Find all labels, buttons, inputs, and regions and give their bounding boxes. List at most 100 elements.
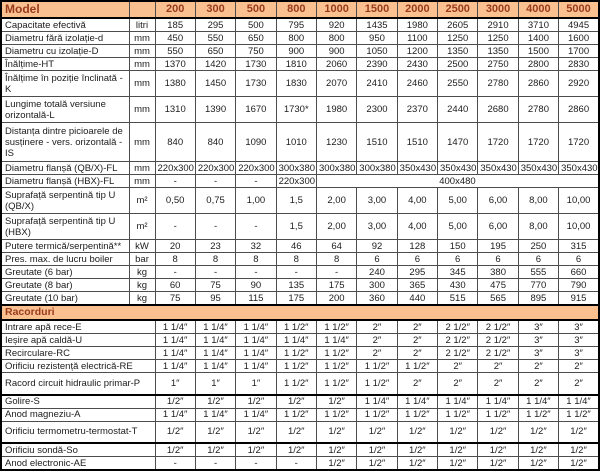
table-row: Distanța dintre picioarele de susținere … — [0, 122, 600, 162]
value-cell: 8 — [235, 252, 277, 266]
value-cell: 1 1/4″ — [154, 319, 196, 334]
value-cell: 1/2″ — [517, 456, 560, 471]
value-cell: 92 — [356, 239, 398, 253]
value-cell: 515 — [437, 291, 479, 306]
value-cell: 1 1/4″ — [194, 346, 237, 360]
value-cell: 1510 — [396, 122, 439, 162]
value-cell: 2370 — [396, 96, 439, 123]
value-cell: 300x380 — [315, 161, 358, 175]
unit-cell: mm — [128, 31, 156, 45]
value-cell: 175 — [315, 278, 358, 292]
unit-cell: bar — [128, 252, 156, 266]
value-cell: 1 1/2″ — [396, 407, 439, 422]
value-cell: 365 — [396, 278, 439, 292]
table-row: Ieșire apă caldă-U 1 1/4″ 1 1/4″ 1 1/4″ 1 1/… — [0, 333, 600, 347]
value-cell: 1 1/2″ — [315, 372, 358, 395]
value-cell: 1 1/4″ — [356, 393, 398, 409]
value-cell: 1/2″ — [437, 456, 479, 471]
value-cell: 1/2″ — [356, 420, 398, 444]
value-cell: 1390 — [194, 96, 237, 123]
value-cell: 1 1/2″ — [315, 407, 358, 422]
row-label: Diametru flanșă (HBX)-FL — [0, 174, 130, 188]
value-cell: 2 1/2″ — [477, 319, 519, 334]
value-cell: 2″ — [396, 346, 439, 360]
row-label: Pres. max. de lucru boiler — [0, 252, 130, 266]
table-row: Recirculare-RC 1 1/4″ 1 1/4″ 1 1/4″ 1 1/2″ 1 … — [0, 346, 600, 360]
row-label: Greutate (8 bar) — [0, 278, 130, 292]
value-cell: 6 — [517, 252, 560, 266]
row-label: Înălțime în poziție înclinată - K — [0, 70, 130, 97]
value-cell: - — [194, 213, 237, 240]
value-cell: 1/2″ — [315, 420, 358, 444]
row-label: Orificiu sondă-So — [0, 442, 156, 457]
value-cell: 550 — [194, 31, 237, 45]
table-row: Intrare apă rece-E 1 1/4″ 1 1/4″ 1 1/4″ 1 1/… — [0, 319, 600, 334]
table-row: Greutate (10 bar) kg 75 95 115 175 200 360 440 51… — [0, 291, 600, 306]
value-cell: 1/2″ — [154, 442, 196, 457]
value-cell: 90 — [235, 278, 277, 292]
row-label: Greutate (10 bar) — [0, 291, 130, 306]
value-cell: 200 — [315, 291, 358, 306]
value-cell: 1 1/4″ — [315, 333, 358, 347]
value-cell: 1 1/4″ — [194, 359, 237, 373]
row-label: Orificiu rezistență electrică-RE — [0, 359, 156, 373]
table-row: Lungime totală versiune orizontală-L mm 13… — [0, 96, 600, 123]
value-cell: 450 — [154, 31, 196, 45]
value-cell: 1500 — [517, 44, 560, 58]
table-row: Anod electronic-AE - - - -1/2″ 1/2″ 1/2″ 1/2″ 1/… — [0, 456, 600, 471]
value-cell: 1980 — [315, 96, 358, 123]
table-row: Putere termică/serpentină** kW 20 23 32 46 64 9… — [0, 239, 600, 253]
column-header-500: 500 — [235, 0, 277, 19]
value-cell: 2″ — [517, 372, 560, 395]
value-cell: 1470 — [437, 122, 479, 162]
value-cell: 2″ — [437, 372, 479, 395]
value-cell: 1100 — [396, 31, 439, 45]
unit-header-cell — [128, 0, 156, 19]
value-cell: 1/2″ — [275, 420, 317, 444]
table-row: Suprafață serpentină tip U (HBX) m² - - -1,5… — [0, 213, 600, 240]
value-cell: 950 — [356, 31, 398, 45]
row-label: Suprafață serpentină tip U (HBX) — [0, 213, 130, 240]
column-header-4000: 4000 — [517, 0, 560, 19]
column-header-2500: 2500 — [437, 0, 479, 19]
value-cell: 3″ — [558, 319, 600, 334]
value-cell: 1 1/4″ — [235, 359, 277, 373]
value-cell: 1/2″ — [235, 442, 277, 457]
value-cell: 1 1/4″ — [235, 319, 277, 334]
row-label: Înălțime-HT — [0, 57, 130, 71]
table-row: Orificiu termometru-termostat-T 1/2″ 1/2″ 1… — [0, 420, 600, 444]
value-cell: 1/2″ — [154, 393, 196, 409]
value-cell: 220x300 — [235, 161, 277, 175]
value-cell: 300x380 — [275, 161, 317, 175]
value-cell: 1/2″ — [194, 420, 237, 444]
value-cell: 1/2″ — [558, 442, 600, 457]
value-cell: 1 1/4″ — [517, 393, 560, 409]
value-cell: 430 — [437, 278, 479, 292]
value-cell: 1 1/2″ — [356, 372, 398, 395]
value-cell: 1380 — [154, 70, 196, 97]
value-cell: 2″ — [396, 333, 439, 347]
row-label: Diametru fără izolație-d — [0, 31, 130, 45]
value-cell: 345 — [437, 265, 479, 279]
unit-cell: litri — [128, 17, 156, 32]
value-cell: 2440 — [437, 96, 479, 123]
value-cell: 350x430 — [396, 161, 439, 175]
value-cell: 790 — [558, 278, 600, 292]
value-cell: 1/2″ — [396, 420, 439, 444]
value-cell: 1/2″ — [315, 456, 358, 471]
value-cell: 1/2″ — [477, 420, 519, 444]
value-cell: 2800 — [517, 57, 560, 71]
value-cell: 2,00 — [315, 213, 358, 240]
value-cell: 1 1/4″ — [558, 393, 600, 409]
value-cell: 1 1/2″ — [315, 319, 358, 334]
value-cell: 300x380 — [356, 161, 398, 175]
table-row: Diametru fără izolație-d mm 450 550 650 800 80… — [0, 31, 600, 45]
unit-cell: m² — [128, 213, 156, 240]
value-cell: 795 — [275, 17, 317, 32]
row-label: Diametru flanșă (QB/X)-FL — [0, 161, 130, 175]
value-cell: 175 — [275, 291, 317, 306]
table-row: Diametru flanșă (HBX)-FL mm - - -220x300 400x… — [0, 174, 600, 188]
row-label: Anod magneziu-A — [0, 407, 156, 422]
value-cell: 128 — [396, 239, 439, 253]
value-cell: 1/2″ — [558, 456, 600, 471]
